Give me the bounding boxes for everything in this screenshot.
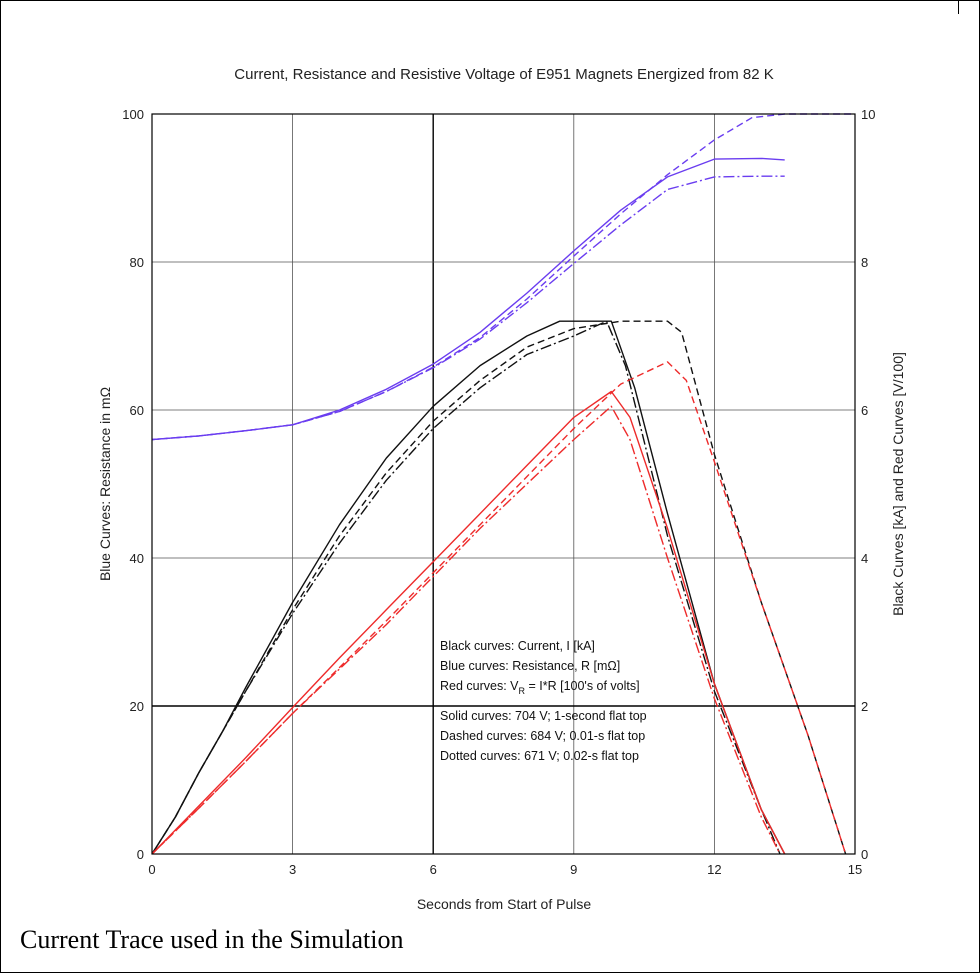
y-left-tick-label: 40 [130, 551, 144, 566]
legend: Black curves: Current, I [kA] Blue curve… [440, 639, 647, 763]
chart-title: Current, Resistance and Resistive Voltag… [234, 66, 773, 83]
legend-red-suffix: = I*R [100's of volts] [525, 679, 640, 693]
grid [152, 114, 855, 854]
y-left-tick-label: 0 [137, 847, 144, 862]
legend-line-red: Red curves: VR = I*R [100's of volts] [440, 679, 640, 696]
x-tick-label: 3 [289, 862, 296, 877]
chart: Current, Resistance and Resistive Voltag… [0, 0, 980, 925]
red-dotted-series [152, 406, 780, 854]
y-right-tick-label: 4 [861, 551, 868, 566]
y-right-tick-label: 8 [861, 255, 868, 270]
y-left-tick-label: 100 [122, 107, 144, 122]
legend-line-dashed: Dashed curves: 684 V; 0.01-s flat top [440, 729, 645, 743]
legend-line-dotted: Dotted curves: 671 V; 0.02-s flat top [440, 749, 639, 763]
y-right-axis-label: Black Curves [kA] and Red Curves [V/100] [890, 352, 906, 616]
plot-frame [152, 114, 855, 854]
blue-dotted-series [152, 176, 785, 439]
y-left-axis-label: Blue Curves: Resistance in mΩ [97, 387, 113, 581]
black-solid-series [152, 321, 785, 854]
legend-line-blue: Blue curves: Resistance, R [mΩ] [440, 659, 620, 673]
y-right-tick-label: 0 [861, 847, 868, 862]
red-solid-series [152, 392, 785, 855]
legend-red-prefix: Red curves: V [440, 679, 519, 693]
x-tick-label: 0 [148, 862, 155, 877]
y-left-tick-label: 80 [130, 255, 144, 270]
y-left-tick-labels: 0 20 40 60 80 100 [122, 107, 144, 862]
y-left-tick-label: 60 [130, 403, 144, 418]
legend-line-solid: Solid curves: 704 V; 1-second flat top [440, 709, 647, 723]
y-right-tick-label: 6 [861, 403, 868, 418]
series-group [152, 114, 855, 854]
x-axis-label: Seconds from Start of Pulse [417, 896, 592, 912]
x-tick-label: 15 [848, 862, 862, 877]
red-dashed-series [152, 362, 846, 854]
black-dashed-series [152, 321, 846, 854]
legend-line-black: Black curves: Current, I [kA] [440, 639, 595, 653]
caption: Current Trace used in the Simulation [20, 925, 403, 955]
y-left-tick-label: 20 [130, 699, 144, 714]
y-right-tick-label: 2 [861, 699, 868, 714]
x-tick-label: 12 [707, 862, 721, 877]
x-tick-label: 9 [570, 862, 577, 877]
blue-dashed-series [152, 114, 855, 440]
x-tick-label: 6 [430, 862, 437, 877]
x-tick-labels: 0 3 6 9 12 15 [148, 862, 862, 877]
y-right-tick-labels: 0 2 4 6 8 10 [861, 107, 875, 862]
y-right-tick-label: 10 [861, 107, 875, 122]
